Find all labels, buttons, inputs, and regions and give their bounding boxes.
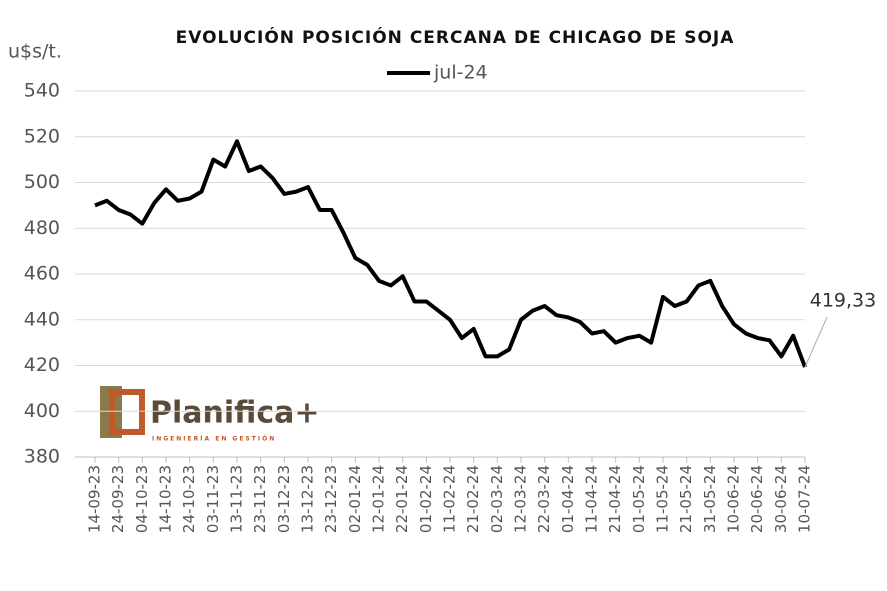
x-tick-label: 20-06-24 [748,465,766,533]
y-tick-label: 380 [24,446,60,468]
legend-label: jul-24 [433,62,488,84]
x-tick-label: 11-02-24 [441,465,459,533]
x-tick-label: 24-10-23 [180,465,198,533]
x-tick-label: 01-05-24 [630,465,648,533]
x-tick-label: 10-07-24 [796,465,814,533]
x-tick-label: 22-03-24 [535,465,553,533]
x-tick-label: 03-12-23 [275,465,293,533]
data-label: 419,33 [810,290,876,312]
x-tick-label: 02-01-24 [346,465,364,533]
x-tick-label: 22-01-24 [393,465,411,533]
x-tick-label: 12-03-24 [512,465,530,533]
x-tick-label: 02-03-24 [488,465,506,533]
x-tick-label: 04-10-23 [133,465,151,533]
y-tick-label: 480 [24,217,60,239]
x-tick-label: 01-02-24 [417,465,435,533]
label-leader [804,316,828,368]
x-tick-label: 31-05-24 [701,465,719,533]
series-line [94,139,807,368]
x-tick-label: 03-11-23 [204,465,222,533]
y-tick-label: 460 [24,263,60,285]
chart-title: EVOLUCIÓN POSICIÓN CERCANA DE CHICAGO DE… [176,26,735,48]
y-axis-label: u$s/t. [8,41,62,63]
y-tick-label: 500 [24,171,60,193]
x-tick-label: 01-04-24 [559,465,577,533]
x-tick-label: 13-11-23 [228,465,246,533]
x-tick-label: 10-06-24 [725,465,743,533]
x-tick-label: 21-02-24 [464,465,482,533]
x-tick-label: 11-04-24 [583,465,601,533]
logo-name: Planifica+ [150,396,320,431]
x-tick-label: 13-12-23 [299,465,317,533]
y-tick-label: 420 [24,354,60,376]
y-tick-label: 440 [24,308,60,330]
x-tick-label: 21-04-24 [606,465,624,533]
x-tick-label: 14-10-23 [157,465,175,533]
x-tick-label: 23-11-23 [251,465,269,533]
logo-tagline: INGENIERÍA EN GESTIÓN [152,435,276,443]
x-tick-label: 21-05-24 [677,465,695,533]
x-tick-label: 14-09-23 [86,465,104,533]
x-tick-label: 12-01-24 [370,465,388,533]
x-tick-label: 24-09-23 [109,465,127,533]
logo-mark [109,389,145,435]
y-tick-label: 520 [24,125,60,147]
x-tick-label: 23-12-23 [322,465,340,533]
x-tick-label: 30-06-24 [772,465,790,533]
x-tick-label: 11-05-24 [654,465,672,533]
y-tick-label: 400 [24,400,60,422]
y-tick-label: 540 [24,80,60,102]
logo: Planifica+ INGENIERÍA EN GESTIÓN [100,386,320,443]
